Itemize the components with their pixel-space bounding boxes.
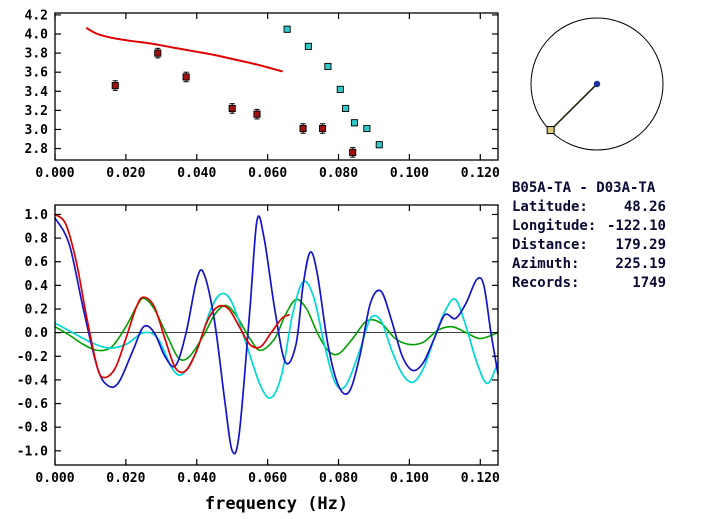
y-tick-label: 4.0 xyxy=(25,28,49,43)
x-tick-label: 0.120 xyxy=(461,166,500,181)
x-tick-label: 0.080 xyxy=(319,471,358,486)
x-axis-label: frequency (Hz) xyxy=(205,494,348,514)
measured-dispersion-cyan-point[interactable] xyxy=(342,104,350,113)
station-marker xyxy=(546,126,555,135)
dial-circle xyxy=(530,17,664,151)
measured-dispersion-dark-red-point[interactable] xyxy=(111,81,119,90)
y-tick-label: 3.8 xyxy=(25,47,49,62)
x-tick-label: 0.060 xyxy=(248,471,287,486)
measured-dispersion-cyan-point[interactable] xyxy=(336,85,344,93)
measured-dispersion-dark-red-point[interactable] xyxy=(253,110,261,118)
info-row-distance: Distance: 179.29 xyxy=(512,236,666,255)
y-tick-label: 3.0 xyxy=(25,123,49,138)
y-tick-label: 2.8 xyxy=(25,142,49,157)
distance-value: 179.29 xyxy=(615,237,666,253)
waveform-chart[interactable]: 0.000 0.020 0.040 0.060 0.080 0.100 0.120 -1.0 -… xyxy=(0,190,505,519)
y-tick-label: -0.4 xyxy=(17,373,48,388)
measured-dispersion-cyan-point[interactable] xyxy=(350,119,359,127)
azimuth-label: Azimuth: xyxy=(512,256,580,272)
measured-dispersion-dark-red-point[interactable] xyxy=(154,49,162,57)
y-tick-label: 4.2 xyxy=(25,8,48,23)
y-tick-label: 1.0 xyxy=(25,208,49,223)
y-tick-label: 3.4 xyxy=(25,85,49,100)
info-row-longitude: Longitude: -122.10 xyxy=(512,217,666,236)
y-tick-label: -0.6 xyxy=(17,397,48,412)
records-label: Records: xyxy=(512,275,580,291)
latitude-label: Latitude: xyxy=(512,199,588,215)
y-tick-label: 0.6 xyxy=(25,255,49,270)
measured-dispersion-cyan-point[interactable] xyxy=(363,124,371,133)
y-tick-label: 0.4 xyxy=(25,279,49,294)
measured-dispersion-dark-red-point[interactable] xyxy=(349,148,357,156)
x-tick-label: 0.100 xyxy=(390,471,429,486)
azimuth-dial xyxy=(530,17,664,151)
info-row-records: Records: 1749 xyxy=(512,274,666,293)
info-row-latitude: Latitude: 48.26 xyxy=(512,198,666,217)
y-tick-label: 3.2 xyxy=(25,104,48,119)
records-value: 1749 xyxy=(632,275,666,291)
info-panel: B05A-TA - D03A-TA Latitude: 48.26 Longit… xyxy=(512,179,666,293)
y-tick-label: -1.0 xyxy=(17,444,48,459)
predicted-dispersion-curve xyxy=(85,27,283,73)
info-row-azimuth: Azimuth: 225.19 xyxy=(512,255,666,274)
longitude-label: Longitude: xyxy=(512,218,597,234)
x-tick-label: 0.040 xyxy=(177,471,216,486)
x-tick-label: 0.120 xyxy=(461,471,500,486)
measured-dispersion-cyan-point[interactable] xyxy=(304,42,312,50)
azimuth-line xyxy=(550,83,598,131)
station-pair: B05A-TA - D03A-TA xyxy=(512,180,656,196)
longitude-value: -122.10 xyxy=(606,218,666,234)
x-tick-label: 0.100 xyxy=(390,166,429,181)
azimuth-value: 225.19 xyxy=(615,256,666,272)
y-tick-label: 0.2 xyxy=(25,303,48,318)
x-tick-label: 0.060 xyxy=(248,166,287,181)
y-tick-label: 0.8 xyxy=(25,232,49,247)
distance-label: Distance: xyxy=(512,237,588,253)
measured-dispersion-dark-red-point[interactable] xyxy=(182,73,190,81)
x-tick-label: 0.000 xyxy=(35,166,74,181)
blue-waveform xyxy=(54,215,499,455)
plot-frame xyxy=(54,12,499,161)
x-tick-label: 0.020 xyxy=(106,471,145,486)
measured-dispersion-cyan-point[interactable] xyxy=(324,62,332,71)
x-tick-label: 0.040 xyxy=(177,166,216,181)
x-tick-label: 0.000 xyxy=(35,471,74,486)
cyan-waveform xyxy=(54,280,499,399)
plot-frame xyxy=(54,204,499,466)
center-dot xyxy=(593,80,601,88)
measured-dispersion-cyan-point[interactable] xyxy=(283,25,291,33)
dispersion-chart[interactable]: 0.000 0.020 0.040 0.060 0.080 0.100 0.120 2.8 3.… xyxy=(0,0,505,190)
x-tick-label: 0.020 xyxy=(106,166,145,181)
x-tick-label: 0.080 xyxy=(319,166,358,181)
measured-dispersion-dark-red-point[interactable] xyxy=(319,124,327,133)
y-tick-label: 0.0 xyxy=(25,326,49,341)
y-tick-label: 3.6 xyxy=(25,66,49,81)
y-tick-label: -0.2 xyxy=(17,350,48,365)
measured-dispersion-dark-red-point[interactable] xyxy=(299,124,307,133)
measured-dispersion-dark-red-point[interactable] xyxy=(228,104,236,113)
latitude-value: 48.26 xyxy=(623,199,666,215)
red-waveform xyxy=(54,213,290,379)
measured-dispersion-cyan-point[interactable] xyxy=(375,141,383,149)
y-tick-label: -0.8 xyxy=(17,421,48,436)
